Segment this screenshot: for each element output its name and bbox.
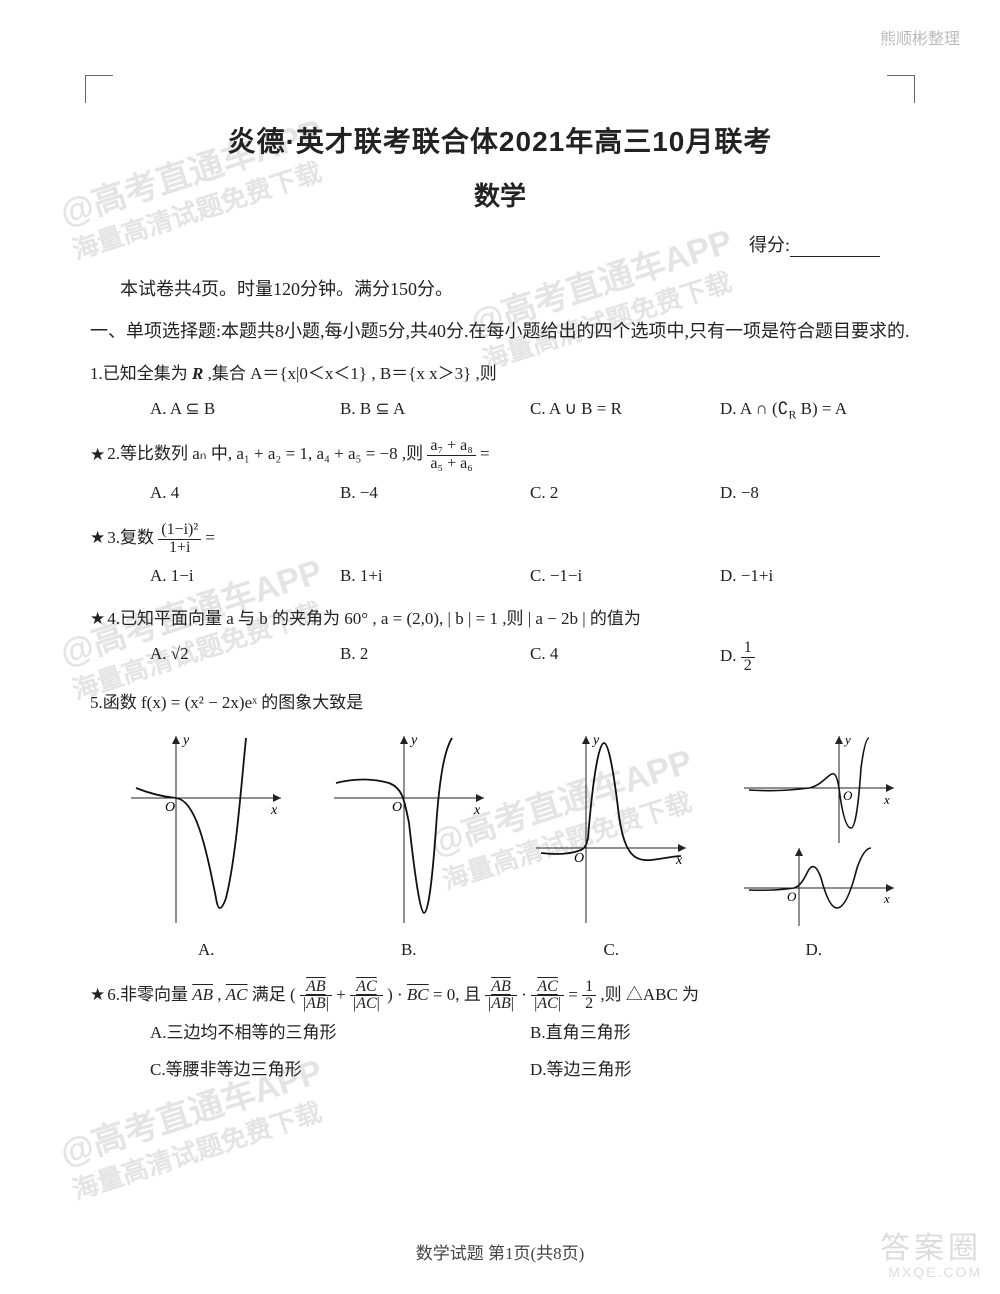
svg-text:x: x xyxy=(473,803,481,818)
section-1-header: 一、单项选择题:本题共8小题,每小题5分,共40分.在每小题给出的四个选项中,只… xyxy=(90,317,910,346)
svg-text:y: y xyxy=(181,733,190,748)
page-footer: 数学试题 第1页(共8页) xyxy=(0,1239,1000,1264)
q2-fraction: a₇ + a₈a₅ + a₆ xyxy=(427,438,475,473)
q3-opt-c: C. −1−i xyxy=(530,562,720,591)
graph-a: O x y A. xyxy=(110,728,303,965)
star-icon: ★ xyxy=(90,609,105,628)
q4-opt-a: A. √2 xyxy=(150,640,340,675)
graph-c: O x y C. xyxy=(515,728,708,965)
q6-opt-c: C.等腰非等边三角形 xyxy=(150,1056,530,1085)
q4-options: A. √2 B. 2 C. 4 D. 12 xyxy=(150,640,910,675)
q3-fraction: (1−i)²1+i xyxy=(158,522,201,557)
q2-opt-d: D. −8 xyxy=(720,479,910,508)
brand-watermark: 答案圈 MXQE.COM xyxy=(880,1232,982,1280)
svg-text:O: O xyxy=(165,800,175,815)
question-5: 5.函数 f(x) = (x² − 2x)eˣ 的图象大致是 O x y A. xyxy=(90,689,910,965)
exam-subject: 数学 xyxy=(90,176,910,213)
score-label: 得分: xyxy=(749,235,790,255)
q3-options: A. 1−i B. 1+i C. −1−i D. −1+i xyxy=(150,562,910,591)
svg-text:x: x xyxy=(270,803,278,818)
q2-opt-a: A. 4 xyxy=(150,479,340,508)
q4-opt-b: B. 2 xyxy=(340,640,530,675)
q3-stem: ★3.复数 (1−i)²1+i = xyxy=(90,522,910,557)
graph-d: O x y O x D. xyxy=(718,728,911,965)
svg-text:O: O xyxy=(392,800,402,815)
score-blank xyxy=(790,256,880,257)
q6-opt-d: D.等边三角形 xyxy=(530,1056,910,1085)
svg-text:y: y xyxy=(409,733,418,748)
q2-opt-b: B. −4 xyxy=(340,479,530,508)
q3-opt-d: D. −1+i xyxy=(720,562,910,591)
corner-credit: 熊顺彬整理 xyxy=(880,25,960,49)
question-1: 1.已知全集为 R ,集合 A＝{x|0＜x＜1} , B＝{x x＞3} ,则… xyxy=(90,360,910,425)
q1-opt-c: C. A ∪ B = R xyxy=(530,395,720,425)
q3-opt-b: B. 1+i xyxy=(340,562,530,591)
q1-opt-d: D. A ∩ (∁R B) = A xyxy=(720,395,910,425)
q4-opt-c: C. 4 xyxy=(530,640,720,675)
page-content: 炎德·英才联考联合体2021年高三10月联考 数学 得分: 本试卷共4页。时量1… xyxy=(90,80,910,1085)
svg-text:O: O xyxy=(574,851,584,866)
svg-text:x: x xyxy=(883,891,890,906)
graph-c-label: C. xyxy=(515,936,708,965)
q1-opt-b: B. B ⊆ A xyxy=(340,395,530,425)
exam-title: 炎德·英才联考联合体2021年高三10月联考 xyxy=(90,120,910,160)
brand-name: 答案圈 xyxy=(880,1232,982,1265)
question-2: ★2.等比数列 aₙ 中, a₁ + a₂ = 1, a₄ + a₅ = −8 … xyxy=(90,438,910,507)
exam-info: 本试卷共4页。时量120分钟。满分150分。 xyxy=(90,275,910,301)
q5-stem: 5.函数 f(x) = (x² − 2x)eˣ 的图象大致是 xyxy=(90,689,910,718)
svg-text:O: O xyxy=(787,889,797,904)
graph-a-label: A. xyxy=(110,936,303,965)
q1-opt-a: A. A ⊆ B xyxy=(150,395,340,425)
score-line: 得分: xyxy=(90,231,910,257)
star-icon: ★ xyxy=(90,445,105,464)
q1-stem: 1.已知全集为 R ,集合 A＝{x|0＜x＜1} , B＝{x x＞3} ,则 xyxy=(90,360,910,389)
q6-opt-a: A.三边均不相等的三角形 xyxy=(150,1019,530,1048)
q2-options: A. 4 B. −4 C. 2 D. −8 xyxy=(150,479,910,508)
q6-stem: ★6.非零向量 AB , AC 满足 ( AB|AB| + AC|AC| ) ·… xyxy=(90,979,910,1014)
q6-opt-b: B.直角三角形 xyxy=(530,1019,910,1048)
q3-opt-a: A. 1−i xyxy=(150,562,340,591)
question-3: ★3.复数 (1−i)²1+i = A. 1−i B. 1+i C. −1−i … xyxy=(90,522,910,591)
svg-text:O: O xyxy=(843,788,853,803)
q4-opt-d: D. 12 xyxy=(720,640,910,675)
star-icon: ★ xyxy=(90,528,105,547)
graph-d-label: D. xyxy=(718,936,911,965)
svg-text:y: y xyxy=(591,733,600,748)
q6-options: A.三边均不相等的三角形 B.直角三角形 C.等腰非等边三角形 D.等边三角形 xyxy=(150,1019,910,1085)
question-6: ★6.非零向量 AB , AC 满足 ( AB|AB| + AC|AC| ) ·… xyxy=(90,979,910,1085)
q1-options: A. A ⊆ B B. B ⊆ A C. A ∪ B = R D. A ∩ (∁… xyxy=(150,395,910,425)
brand-url: MXQE.COM xyxy=(880,1265,982,1280)
q5-graphs: O x y A. O x y B. xyxy=(110,728,910,965)
star-icon: ★ xyxy=(90,985,105,1004)
question-4: ★4.已知平面向量 a 与 b 的夹角为 60° , a = (2,0), | … xyxy=(90,605,910,674)
graph-b-label: B. xyxy=(313,936,506,965)
graph-b: O x y B. xyxy=(313,728,506,965)
q4-stem: ★4.已知平面向量 a 与 b 的夹角为 60° , a = (2,0), | … xyxy=(90,605,910,634)
q2-opt-c: C. 2 xyxy=(530,479,720,508)
svg-text:x: x xyxy=(883,792,890,807)
q2-stem: ★2.等比数列 aₙ 中, a₁ + a₂ = 1, a₄ + a₅ = −8 … xyxy=(90,438,910,473)
svg-text:y: y xyxy=(843,732,851,747)
